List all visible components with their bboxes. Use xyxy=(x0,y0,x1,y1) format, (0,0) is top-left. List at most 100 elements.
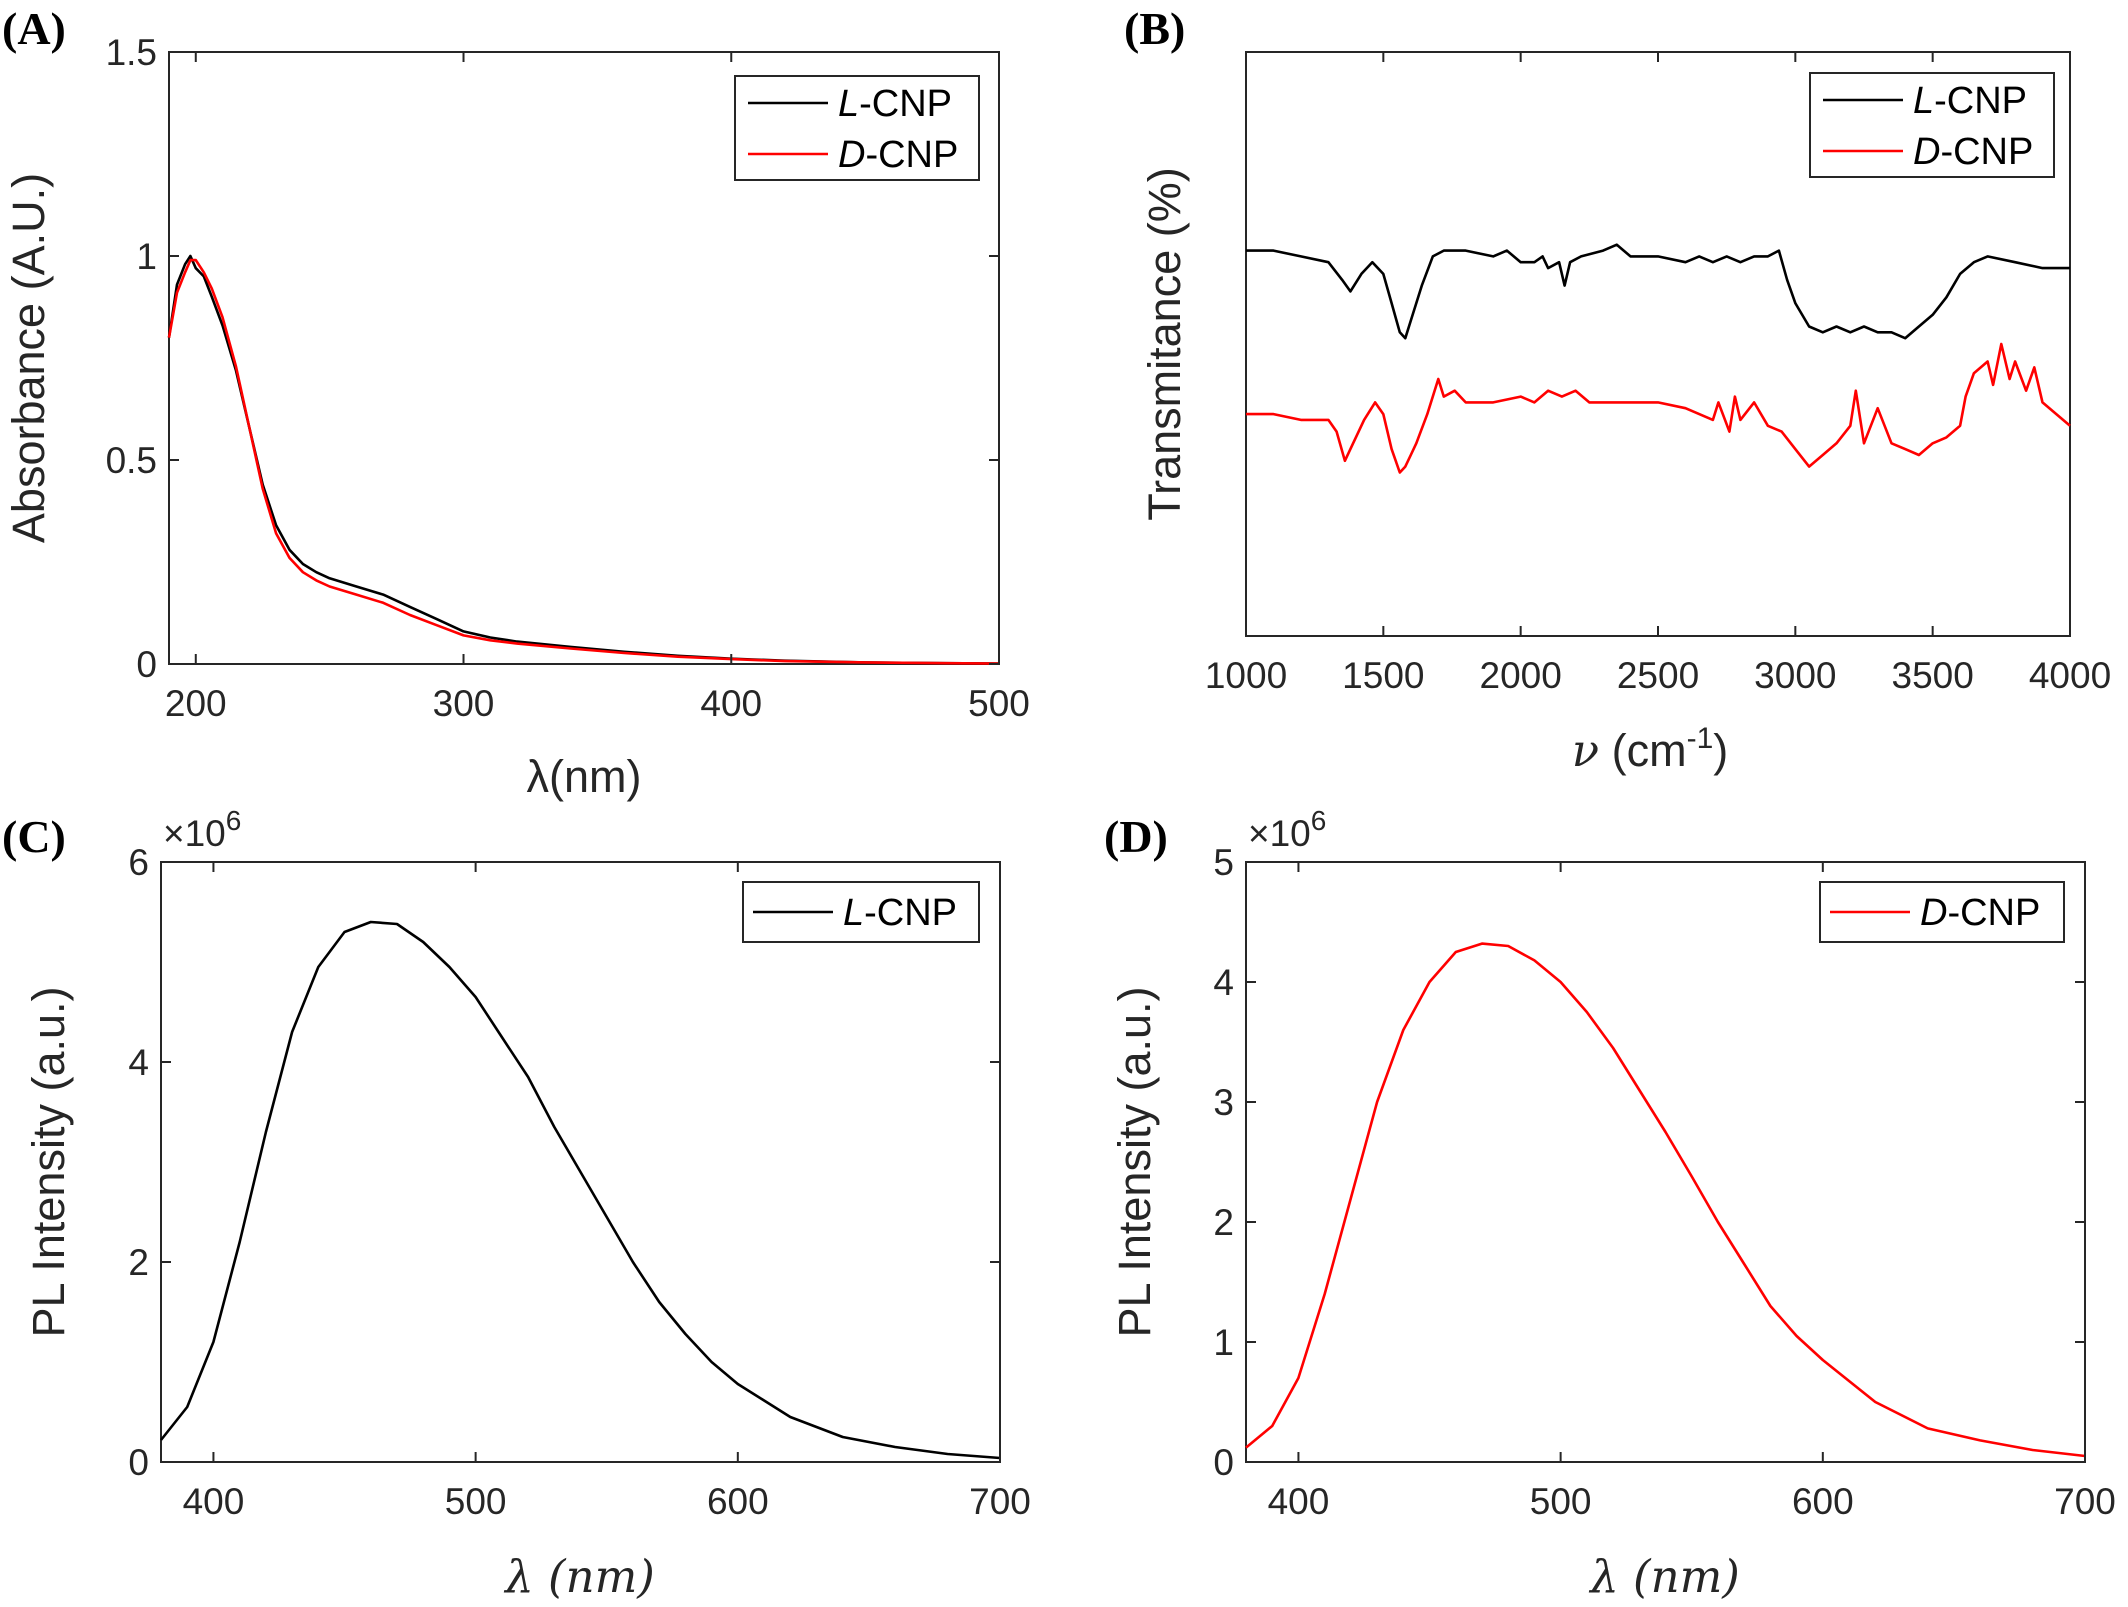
panel-d-xlabel-text: λ (nm) xyxy=(1588,1550,1740,1603)
panel-a-legend-l-italic: L xyxy=(838,83,859,125)
panel-a-label: (A) xyxy=(2,3,66,54)
panel-b-xtick-label-3000: 3000 xyxy=(1754,655,1836,696)
panel-b-legend-entry-d-cnp: D-CNP xyxy=(1913,131,2033,173)
panel-b-xtick-label-1000: 1000 xyxy=(1205,655,1287,696)
panel-d-ytick-label-1: 1 xyxy=(1213,1322,1234,1363)
panel-d-legend-d-italic: D xyxy=(1920,892,1947,934)
panel-b-xtick-label-2000: 2000 xyxy=(1480,655,1562,696)
panel-b-xlabel-unit: (cm xyxy=(1599,725,1686,776)
panel-c-plot-area xyxy=(160,861,1001,1463)
panel-d-xtick-label-500: 500 xyxy=(1530,1481,1592,1522)
panel-d-series xyxy=(1245,942,2086,1458)
panel-d-xtick-label-400: 400 xyxy=(1268,1481,1330,1522)
panel-b-ticks: 1000 1500 2000 2500 3000 3500 4000 xyxy=(1205,52,2111,696)
panel-b-legend-d-rest: -CNP xyxy=(1940,131,2033,173)
panel-a-ytick-label-1: 0.5 xyxy=(106,440,157,481)
panel-c-xlabel: λ (nm) xyxy=(503,1550,655,1603)
panel-a-legend-d-rest: -CNP xyxy=(865,134,958,176)
panel-b-xtick-label-3500: 3500 xyxy=(1892,655,1974,696)
panel-b-xlabel-symbol: ν xyxy=(1572,724,1599,777)
panel-a-xlabel: λ(nm) xyxy=(527,751,642,802)
panel-c-ticks: 400 500 600 700 0 2 4 6 xyxy=(128,842,1030,1522)
panel-a-xtick-label-300: 300 xyxy=(433,683,495,724)
panel-b-series-d-cnp xyxy=(1246,342,2071,474)
panel-c-xtick-label-600: 600 xyxy=(707,1481,769,1522)
panel-d-exponent-power: 6 xyxy=(1311,805,1327,836)
panel-c-ytick-label-3: 6 xyxy=(128,842,149,883)
panel-a-xtick-label-400: 400 xyxy=(700,683,762,724)
panel-d-ytick-label-0: 0 xyxy=(1213,1442,1234,1483)
panel-d-legend-d-rest: -CNP xyxy=(1947,892,2040,934)
panel-a-legend-entry-l-cnp: L-CNP xyxy=(838,83,952,125)
panel-d: (D) ×106 400 500 600 700 0 1 2 3 4 5 λ (nm) PL In… xyxy=(1104,805,2116,1603)
panel-d-xtick-label-700: 700 xyxy=(2054,1481,2116,1522)
panel-b-xlabel-sup: -1 xyxy=(1687,722,1714,755)
panel-b-legend-l-italic: L xyxy=(1913,80,1934,122)
panel-b-legend-d-italic: D xyxy=(1913,131,1940,173)
panel-d-legend-entry-d-cnp: D-CNP xyxy=(1920,892,2040,934)
panel-d-ytick-label-4: 4 xyxy=(1213,962,1234,1003)
panel-d-ticks: 400 500 600 700 0 1 2 3 4 5 xyxy=(1213,842,2115,1522)
panel-c-ylabel: PL Intensity (a.u.) xyxy=(23,987,74,1338)
panel-a-xtick-label-200: 200 xyxy=(165,683,227,724)
panel-c-xtick-label-500: 500 xyxy=(445,1481,507,1522)
panel-d-xlabel: λ (nm) xyxy=(1588,1550,1740,1603)
panel-d-legend: D-CNP xyxy=(1819,881,2065,943)
panel-c-series-l-cnp xyxy=(159,920,1001,1460)
panel-a-legend-d-italic: D xyxy=(838,134,865,176)
panel-d-exponent: ×106 xyxy=(1248,805,1326,854)
panel-d-exponent-base: ×10 xyxy=(1248,813,1311,854)
panel-c-xlabel-text: λ (nm) xyxy=(503,1550,655,1603)
panel-c-legend-l-rest: -CNP xyxy=(864,892,957,934)
panel-b-xlabel-close: ) xyxy=(1713,725,1728,776)
panel-c-xtick-label-400: 400 xyxy=(183,1481,245,1522)
panel-b-xtick-label-2500: 2500 xyxy=(1617,655,1699,696)
panel-a-ylabel: Absorbance (A.U.) xyxy=(3,173,54,543)
panel-d-ylabel: PL Intensity (a.u.) xyxy=(1109,987,1160,1338)
panel-c-ytick-label-1: 2 xyxy=(128,1242,149,1283)
panel-b-label: (B) xyxy=(1124,3,1185,54)
panel-c-exponent: ×106 xyxy=(163,805,241,854)
panel-c-legend: L-CNP xyxy=(742,881,980,943)
panel-b-legend-entry-l-cnp: L-CNP xyxy=(1913,80,2027,122)
panel-c-xtick-label-700: 700 xyxy=(969,1481,1031,1522)
panel-d-ytick-label-5: 5 xyxy=(1213,842,1234,883)
panel-a-xtick-label-500: 500 xyxy=(968,683,1030,724)
panel-a-ticks: 200 300 400 500 0 0.5 1 1.5 xyxy=(106,32,1030,724)
panel-b-ylabel: Transmitance (%) xyxy=(1139,167,1190,520)
panel-a-legend: L-CNP D-CNP xyxy=(734,75,980,181)
panel-a-legend-entry-d-cnp: D-CNP xyxy=(838,134,958,176)
panel-b-xtick-label-4000: 4000 xyxy=(2029,655,2111,696)
panel-b-legend-l-rest: -CNP xyxy=(1934,80,2027,122)
panel-d-ytick-label-2: 2 xyxy=(1213,1202,1234,1243)
panel-b-legend: L-CNP D-CNP xyxy=(1809,72,2055,178)
panel-a-series xyxy=(167,254,1000,665)
panel-a-series-d-cnp xyxy=(167,258,1000,665)
panel-b-xtick-label-1500: 1500 xyxy=(1342,655,1424,696)
panel-d-xtick-label-600: 600 xyxy=(1792,1481,1854,1522)
panel-a-ytick-label-0: 0 xyxy=(136,644,157,685)
panel-c-label: (C) xyxy=(2,811,66,862)
panel-d-ytick-label-3: 3 xyxy=(1213,1082,1234,1123)
panel-b-legend-box xyxy=(1809,72,2055,178)
panel-c-legend-entry-l-cnp: L-CNP xyxy=(843,892,957,934)
panel-b-series-l-cnp xyxy=(1246,243,2070,340)
panel-b: (B) 1000 1500 2000 2500 3000 3500 4000 ν (cm-1… xyxy=(1124,3,2111,777)
panel-c-ytick-label-2: 4 xyxy=(128,1042,149,1083)
panel-d-label: (D) xyxy=(1104,811,1168,862)
panel-c-exponent-base: ×10 xyxy=(163,813,226,854)
panel-c-legend-l-italic: L xyxy=(843,892,864,934)
panel-a: (A) 200 300 400 500 0 0.5 1 1.5 λ(nm) Absorbanc… xyxy=(2,3,1030,802)
panel-d-series-d-cnp xyxy=(1245,942,2086,1458)
panel-c-series xyxy=(159,920,1001,1460)
panel-a-legend-box xyxy=(734,75,980,181)
panel-c-ytick-label-0: 0 xyxy=(128,1442,149,1483)
panel-c-exponent-power: 6 xyxy=(226,805,242,836)
panel-d-plot-area xyxy=(1245,861,2086,1463)
panel-a-legend-l-rest: -CNP xyxy=(859,83,952,125)
panel-b-xlabel: ν (cm-1) xyxy=(1572,722,1729,777)
panel-a-ytick-label-2: 1 xyxy=(136,236,157,277)
panel-a-ytick-label-3: 1.5 xyxy=(106,32,157,73)
